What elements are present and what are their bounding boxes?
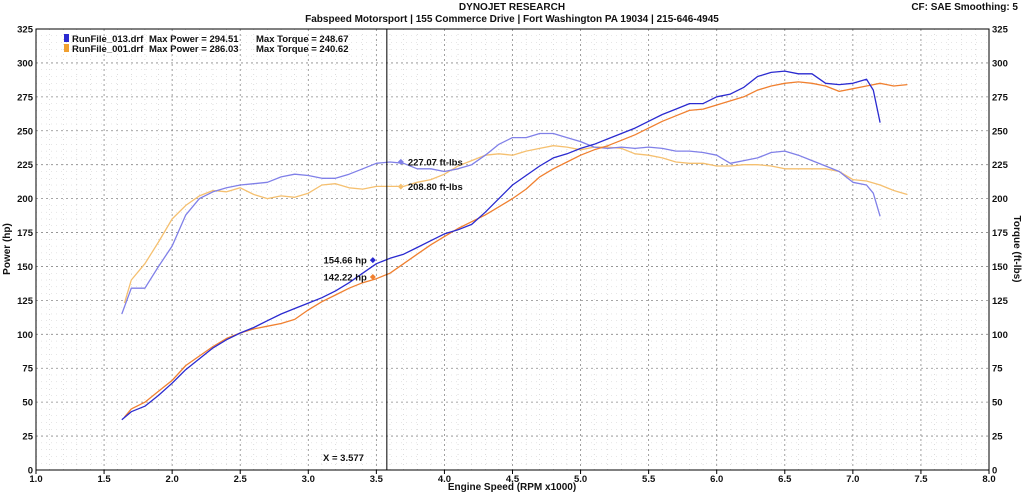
cursor-annotations: 227.07 ft-lbs 208.80 ft-lbs 154.66 hp 142.2… [324, 157, 463, 283]
series-runfile-013-drf-power [121, 70, 881, 421]
y-tick-label-right: 50 [992, 398, 1003, 409]
y-tick-label-right: 250 [992, 126, 1008, 137]
cursor-value-label: 227.07 ft-lbs [408, 157, 463, 168]
y-axis-right-label: Torque (ft-lbs) [1011, 215, 1022, 282]
y-axis-left-ticks: 0 25 50 75 100 125 150 175 200 225 250 275 300 325 [17, 25, 34, 477]
y-tick-label-left: 0 [28, 466, 33, 477]
x-tick-label: 3.5 [370, 474, 384, 485]
x-tick-label: 1.5 [97, 474, 111, 485]
x-tick-label: 6.5 [778, 474, 792, 485]
series-runfile-013-drf-torque [121, 132, 881, 315]
y-tick-label-left: 150 [17, 262, 33, 273]
x-tick-label: 5.5 [642, 474, 656, 485]
y-tick-label-left: 175 [17, 228, 34, 239]
x-tick-label: 7.0 [846, 474, 859, 485]
legend-torque-run-013: Max Torque = 248.67 [256, 34, 349, 45]
y-tick-label-right: 325 [992, 25, 1009, 36]
y-tick-label-right: 100 [992, 330, 1008, 341]
chart-title: DYNOJET RESEARCH [459, 2, 565, 13]
cursor-marker [369, 274, 376, 281]
y-tick-label-right: 200 [992, 194, 1008, 205]
cursor-x-label: X = 3.577 [323, 453, 364, 464]
y-tick-label-left: 325 [17, 25, 34, 36]
y-tick-label-left: 225 [17, 160, 34, 171]
y-tick-label-left: 200 [17, 194, 33, 205]
y-tick-label-right: 75 [992, 364, 1003, 375]
y-tick-label-left: 250 [17, 126, 33, 137]
y-tick-label-right: 175 [992, 228, 1009, 239]
legend-power-run-001: Max Power = 286.03 [149, 44, 239, 55]
y-tick-label-right: 150 [992, 262, 1008, 273]
y-tick-label-left: 75 [22, 364, 33, 375]
x-tick-label: 3.0 [302, 474, 315, 485]
series-runfile-001-drf-torque [123, 145, 908, 304]
y-tick-label-right: 225 [992, 160, 1009, 171]
chart-subtitle: Fabspeed Motorsport | 155 Commerce Drive… [305, 14, 719, 25]
y-tick-label-right: 275 [992, 92, 1009, 103]
x-axis-label: Engine Speed (RPM x1000) [448, 482, 576, 492]
y-tick-label-right: 25 [992, 432, 1003, 443]
y-tick-label-right: 300 [992, 58, 1008, 69]
x-tick-label: 4.5 [506, 474, 520, 485]
x-axis-ticks: 1.0 1.5 2.0 2.5 3.0 3.5 4.0 4.5 5.0 5.5 6.0 6.5 7.0 7… [29, 470, 996, 485]
y-tick-label-left: 300 [17, 58, 33, 69]
series-runfile-001-drf-power [123, 81, 908, 418]
y-tick-label-left: 125 [17, 296, 34, 307]
y-tick-label-right: 125 [992, 296, 1009, 307]
x-tick-label: 2.0 [166, 474, 179, 485]
cursor-value-label: 142.22 hp [324, 273, 367, 284]
cursor-value-label: 154.66 hp [324, 256, 367, 267]
x-tick-label: 4.0 [438, 474, 451, 485]
legend-swatch-run-001 [64, 44, 69, 52]
legend-file-run-001: RunFile_001.drf [72, 44, 144, 55]
y-tick-label-left: 25 [22, 432, 33, 443]
x-tick-label: 7.5 [914, 474, 928, 485]
y-tick-label-left: 100 [17, 330, 33, 341]
legend-power-run-013: Max Power = 294.51 [149, 34, 239, 45]
cursor-marker [397, 183, 404, 190]
x-tick-label: 6.0 [710, 474, 723, 485]
x-tick-label: 1.0 [29, 474, 42, 485]
series-lines [121, 70, 908, 421]
cursor-marker [369, 257, 376, 264]
legend-swatch-run-013 [64, 34, 69, 42]
plot-grid [36, 29, 989, 470]
y-tick-label-left: 275 [17, 92, 34, 103]
y-axis-right-ticks: 0 25 50 75 100 125 150 175 200 225 250 275 300 325 [992, 25, 1009, 477]
y-axis-left-label: Power (hp) [2, 223, 13, 275]
x-tick-label: 5.0 [574, 474, 587, 485]
y-tick-label-right: 0 [992, 466, 997, 477]
cursor-marker [397, 158, 404, 165]
x-tick-label: 8.0 [982, 474, 995, 485]
y-tick-label-left: 50 [22, 398, 33, 409]
legend: RunFile_013.drf Max Power = 294.51 Max T… [64, 34, 349, 55]
x-tick-label: 2.5 [234, 474, 248, 485]
legend-file-run-013: RunFile_013.drf [72, 34, 144, 45]
cursor-value-label: 208.80 ft-lbs [408, 182, 463, 193]
correction-factor-label: CF: SAE Smoothing: 5 [911, 2, 1018, 13]
legend-torque-run-001: Max Torque = 240.62 [256, 44, 349, 55]
